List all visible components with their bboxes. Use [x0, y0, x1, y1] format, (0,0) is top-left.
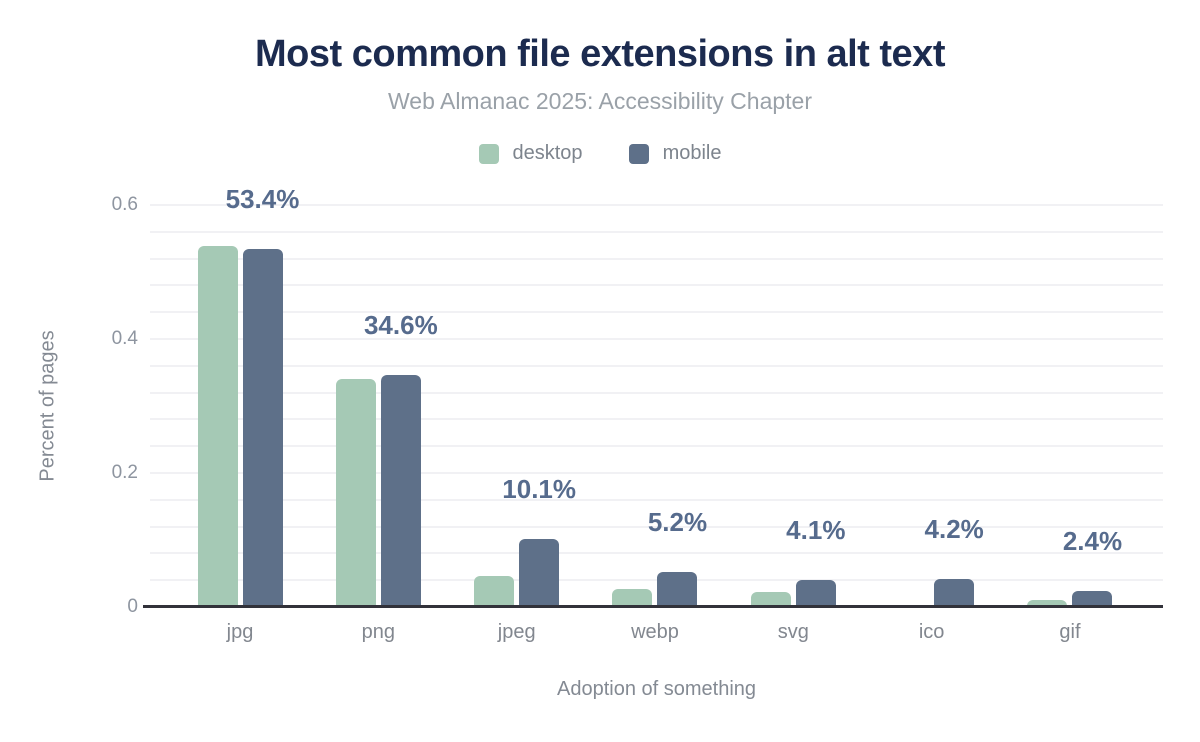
gridline [150, 257, 1163, 260]
mobile-bar-gif [1072, 591, 1113, 607]
mobile-bar-jpg [242, 249, 283, 607]
desktop-bar-jpg [197, 246, 238, 607]
bar-group-webp: 5.2% webp [612, 205, 707, 643]
x-axis-title: Adoption of something [556, 678, 757, 700]
bar-value-label-svg: 4.1% [786, 514, 846, 545]
x-category-label-png: png [361, 621, 396, 643]
x-axis-line [143, 605, 1163, 608]
legend-label: mobile [662, 142, 722, 164]
gridline [150, 552, 1163, 555]
bar-value-label-gif: 2.4% [1062, 525, 1123, 556]
x-category-label-ico: ico [918, 621, 945, 643]
x-category-label-jpeg: jpeg [497, 621, 536, 643]
bar-value-label-png: 34.6% [363, 310, 438, 341]
bar-value-label-jpg: 53.4% [225, 184, 300, 215]
legend: desktop mobile [0, 142, 1200, 165]
bar-group-jpg: 53.4% jpg [197, 186, 299, 643]
bar-value-label-webp: 5.2% [647, 507, 708, 538]
legend-item-desktop[interactable]: desktop [478, 142, 583, 165]
mobile-bar-ico [934, 579, 975, 607]
desktop-bar-png [335, 379, 376, 607]
desktop-bar-gif [1027, 600, 1068, 607]
x-category-label-gif: gif [1059, 621, 1081, 643]
gridline [150, 525, 1163, 528]
legend-label: desktop [512, 142, 583, 164]
legend-swatch-desktop [478, 143, 499, 164]
plot-area: 53.4% jpg 34.6% png 10.1% jpeg 5.2% webp 4.1% svg… [143, 186, 1163, 643]
gridline [150, 204, 1163, 206]
y-axis-title: Percent of pages [36, 330, 59, 482]
x-category-label-svg: svg [777, 621, 809, 643]
desktop-bar-svg [750, 592, 791, 607]
y-tick-label: 0.2 [111, 462, 138, 483]
desktop-bar-webp [612, 589, 653, 607]
legend-swatch-mobile [628, 143, 649, 164]
gridline [150, 364, 1163, 367]
gridline [150, 498, 1163, 501]
mobile-bar-svg [795, 580, 836, 607]
bar-group-gif: 2.4% gif [1027, 205, 1122, 643]
desktop-bar-jpeg [474, 576, 515, 607]
chart-subtitle: Web Almanac 2025: Accessibility Chapter [387, 88, 813, 114]
bar-group-png: 34.6% png [335, 205, 438, 643]
gridline [150, 391, 1163, 394]
gridline [150, 418, 1163, 421]
gridline [150, 284, 1163, 287]
mobile-bar-jpeg [519, 539, 560, 607]
bar-group-jpeg: 10.1% jpeg [474, 205, 576, 643]
x-category-label-jpg: jpg [226, 621, 254, 643]
bar-group-svg: 4.1% svg [750, 205, 845, 643]
y-tick-label: 0 [127, 596, 138, 617]
y-tick-label: 0.6 [111, 194, 138, 215]
bar-value-label-jpeg: 10.1% [502, 474, 577, 505]
gridline [150, 311, 1163, 314]
gridline [150, 472, 1163, 474]
gridline [150, 579, 1163, 582]
bar-group-ico: 4.2% ico [889, 205, 984, 643]
mobile-bar-png [380, 375, 421, 607]
mobile-bar-webp [657, 572, 698, 607]
y-tick-label: 0.4 [111, 328, 138, 349]
gridline [150, 338, 1163, 340]
legend-item-mobile[interactable]: mobile [628, 142, 722, 165]
gridline [150, 230, 1163, 233]
x-category-label-webp: webp [631, 621, 679, 643]
y-axis-tick-labels: 0 0.2 0.4 0.6 [95, 194, 138, 617]
chart-title: Most common file extensions in alt text [255, 33, 945, 75]
bar-value-label-ico: 4.2% [924, 513, 984, 544]
gridline [150, 445, 1163, 448]
